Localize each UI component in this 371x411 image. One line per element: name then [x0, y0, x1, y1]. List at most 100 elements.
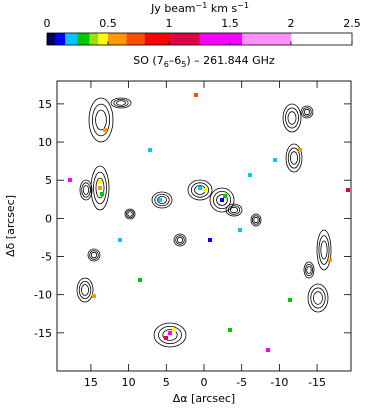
contour	[216, 194, 228, 206]
contour	[225, 203, 243, 217]
title-part: SO (7	[133, 54, 163, 67]
emission-pixel	[98, 180, 102, 184]
colorbar-tick-label: 0.5	[99, 17, 117, 30]
title-part: –6	[169, 54, 182, 67]
colorbar-segment	[55, 33, 66, 45]
emission-pixel	[103, 128, 107, 132]
contour	[153, 322, 187, 348]
contour	[90, 251, 98, 259]
y-tick-label: 15	[38, 98, 52, 111]
contour	[318, 235, 330, 265]
emission-pixel	[346, 188, 350, 192]
emission-pixel	[148, 148, 152, 152]
contour	[190, 182, 210, 198]
contour	[116, 100, 126, 106]
emission-pixel	[203, 188, 207, 192]
contour	[175, 235, 185, 245]
contour	[285, 107, 299, 129]
x-axis-label: Δα [arcsec]	[173, 392, 235, 405]
contour	[187, 179, 213, 201]
y-tick-label: 10	[38, 136, 52, 149]
emission-pixel	[298, 148, 302, 152]
contour	[320, 240, 328, 260]
contour	[82, 185, 90, 195]
x-tick-label: -10	[270, 376, 288, 389]
colorbar-tick-label: 0	[44, 17, 51, 30]
y-tick-label: 0	[45, 212, 52, 225]
emission-pixel	[172, 328, 176, 332]
contour	[110, 97, 132, 109]
contour	[87, 248, 101, 262]
contour	[287, 147, 301, 169]
contour	[289, 151, 298, 165]
contour	[251, 215, 260, 225]
contour	[88, 97, 114, 143]
contour	[154, 193, 170, 207]
emission-pixel	[98, 186, 102, 190]
contour	[303, 261, 315, 279]
colorbar-label: Jy beam−1 km s−1	[150, 1, 249, 15]
y-tick-label: 5	[45, 174, 52, 187]
label-part: km s	[207, 2, 237, 15]
colorbar-segment	[126, 33, 145, 45]
contour	[78, 280, 92, 300]
title-part: ) – 261.844 GHz	[186, 54, 275, 67]
emission-pixel	[238, 228, 242, 232]
contour	[227, 205, 241, 215]
x-tick-label: -15	[308, 376, 326, 389]
contour	[282, 103, 302, 133]
emission-pixel	[158, 198, 162, 202]
contour	[304, 263, 313, 277]
colorbar-segment	[108, 33, 127, 45]
contour	[93, 171, 107, 205]
chart-title: SO (76–65) – 261.844 GHz	[133, 54, 275, 69]
contour	[173, 233, 187, 247]
colorbar-segment	[169, 33, 200, 45]
contour	[113, 99, 129, 108]
emission-pixel	[220, 198, 224, 202]
contour	[300, 105, 314, 119]
x-tick-label: -5	[236, 376, 247, 389]
colorbar-segment	[47, 33, 56, 45]
x-tick-label: 10	[122, 376, 136, 389]
contour	[81, 182, 91, 198]
contour	[316, 229, 332, 271]
contour	[124, 208, 136, 220]
contour	[302, 107, 312, 117]
emission-pixel	[228, 328, 232, 332]
colorbar-segment	[98, 33, 108, 45]
contour	[303, 108, 311, 116]
x-tick-label: 0	[201, 376, 208, 389]
emission-pixel	[328, 258, 332, 262]
colorbar-segment	[65, 33, 78, 45]
colorbar-segment	[77, 33, 90, 45]
contour	[287, 111, 297, 125]
y-tick-label: -15	[34, 327, 52, 340]
y-tick-label: -10	[34, 289, 52, 302]
emission-pixel	[164, 336, 168, 340]
emission-pixel	[266, 348, 270, 352]
contour	[157, 195, 167, 204]
emission-pixel	[138, 278, 142, 282]
contour	[95, 177, 105, 199]
emission-pixel	[92, 294, 96, 298]
contour	[95, 109, 107, 131]
contour	[306, 265, 312, 274]
x-tick-label: 5	[163, 376, 170, 389]
contour	[151, 191, 173, 209]
contour	[176, 236, 184, 244]
colorbar-segment	[242, 33, 291, 45]
contour	[310, 287, 326, 309]
emission-pixel	[118, 238, 122, 242]
label-sup: −1	[237, 1, 249, 10]
emission-pixel	[273, 158, 277, 162]
title-sub: 6	[164, 60, 169, 69]
emission-pixel	[198, 186, 202, 190]
contour	[79, 179, 93, 201]
colorbar-segment	[199, 33, 243, 45]
emission-pixel	[168, 331, 172, 335]
emission-pixel	[208, 238, 212, 242]
contour	[307, 283, 329, 313]
colorbar-frame	[46, 32, 353, 46]
